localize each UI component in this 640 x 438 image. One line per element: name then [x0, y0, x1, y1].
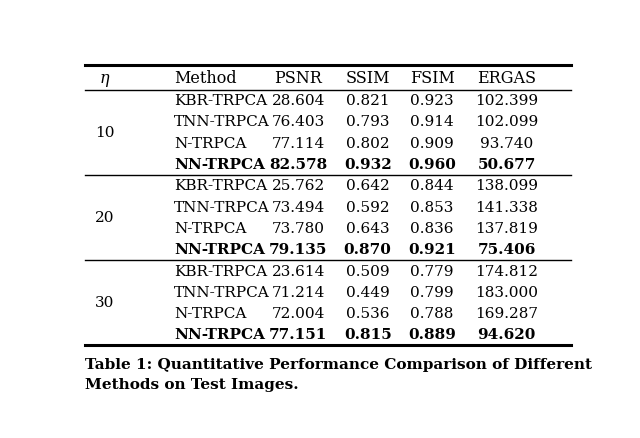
Text: 23.614: 23.614: [271, 264, 325, 278]
Text: 73.780: 73.780: [272, 222, 324, 236]
Text: 0.815: 0.815: [344, 328, 392, 342]
Text: 94.620: 94.620: [477, 328, 536, 342]
Text: 174.812: 174.812: [475, 264, 538, 278]
Text: Method: Method: [174, 70, 237, 87]
Text: 102.099: 102.099: [475, 115, 538, 129]
Text: 93.740: 93.740: [480, 137, 533, 150]
Text: 30: 30: [95, 296, 115, 310]
Text: NN-TRPCA: NN-TRPCA: [174, 243, 265, 257]
Text: TNN-TRPCA: TNN-TRPCA: [174, 200, 270, 214]
Text: 0.536: 0.536: [346, 307, 389, 321]
Text: Methods on Test Images.: Methods on Test Images.: [85, 378, 299, 391]
Text: 169.287: 169.287: [475, 307, 538, 321]
Text: 0.923: 0.923: [410, 94, 454, 108]
Text: 0.799: 0.799: [410, 285, 454, 299]
Text: TNN-TRPCA: TNN-TRPCA: [174, 285, 270, 299]
Text: 76.403: 76.403: [271, 115, 325, 129]
Text: 77.151: 77.151: [269, 328, 328, 342]
Text: 137.819: 137.819: [475, 222, 538, 236]
Text: 0.779: 0.779: [410, 264, 454, 278]
Text: η: η: [100, 70, 109, 87]
Text: 10: 10: [95, 126, 115, 140]
Text: 82.578: 82.578: [269, 158, 328, 172]
Text: N-TRPCA: N-TRPCA: [174, 222, 246, 236]
Text: 77.114: 77.114: [271, 137, 325, 150]
Text: NN-TRPCA: NN-TRPCA: [174, 328, 265, 342]
Text: 0.921: 0.921: [408, 243, 456, 257]
Text: N-TRPCA: N-TRPCA: [174, 307, 246, 321]
Text: PSNR: PSNR: [275, 70, 322, 87]
Text: 73.494: 73.494: [271, 200, 325, 214]
Text: ERGAS: ERGAS: [477, 70, 536, 87]
Text: 71.214: 71.214: [271, 285, 325, 299]
Text: 0.836: 0.836: [410, 222, 454, 236]
Text: 0.788: 0.788: [410, 307, 454, 321]
Text: 28.604: 28.604: [271, 94, 325, 108]
Text: 0.960: 0.960: [408, 158, 456, 172]
Text: NN-TRPCA: NN-TRPCA: [174, 158, 265, 172]
Text: Table 1: Quantitative Performance Comparison of Different: Table 1: Quantitative Performance Compar…: [85, 357, 592, 371]
Text: 20: 20: [95, 211, 115, 225]
Text: 0.870: 0.870: [344, 243, 392, 257]
Text: FSIM: FSIM: [410, 70, 454, 87]
Text: 0.853: 0.853: [410, 200, 454, 214]
Text: 183.000: 183.000: [475, 285, 538, 299]
Text: KBR-TRPCA: KBR-TRPCA: [174, 94, 268, 108]
Text: 0.802: 0.802: [346, 137, 390, 150]
Text: 0.844: 0.844: [410, 179, 454, 193]
Text: 0.449: 0.449: [346, 285, 390, 299]
Text: N-TRPCA: N-TRPCA: [174, 137, 246, 150]
Text: 0.914: 0.914: [410, 115, 454, 129]
Text: 25.762: 25.762: [271, 179, 325, 193]
Text: 0.909: 0.909: [410, 137, 454, 150]
Text: 50.677: 50.677: [477, 158, 536, 172]
Text: 141.338: 141.338: [475, 200, 538, 214]
Text: 75.406: 75.406: [477, 243, 536, 257]
Text: 79.135: 79.135: [269, 243, 328, 257]
Text: 0.793: 0.793: [346, 115, 389, 129]
Text: 102.399: 102.399: [475, 94, 538, 108]
Text: 0.932: 0.932: [344, 158, 392, 172]
Text: 0.889: 0.889: [408, 328, 456, 342]
Text: 0.643: 0.643: [346, 222, 390, 236]
Text: 0.509: 0.509: [346, 264, 390, 278]
Text: TNN-TRPCA: TNN-TRPCA: [174, 115, 270, 129]
Text: 72.004: 72.004: [271, 307, 325, 321]
Text: SSIM: SSIM: [346, 70, 390, 87]
Text: 138.099: 138.099: [475, 179, 538, 193]
Text: 0.592: 0.592: [346, 200, 390, 214]
Text: 0.821: 0.821: [346, 94, 390, 108]
Text: KBR-TRPCA: KBR-TRPCA: [174, 264, 268, 278]
Text: 0.642: 0.642: [346, 179, 390, 193]
Text: KBR-TRPCA: KBR-TRPCA: [174, 179, 268, 193]
